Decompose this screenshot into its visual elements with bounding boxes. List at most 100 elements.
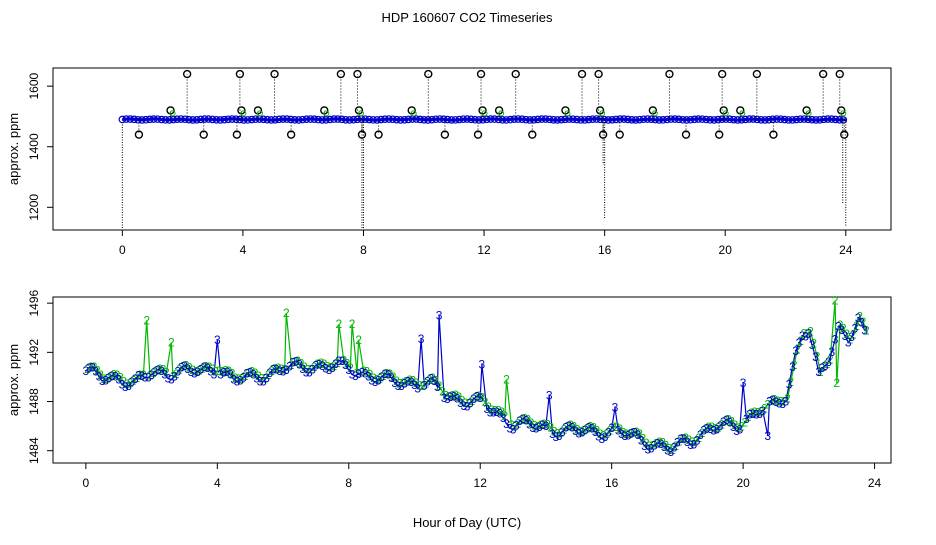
top-series-baseline-point	[142, 115, 150, 124]
bottom-series-3-point: 3	[674, 435, 681, 449]
bottom-series-3-point: 3	[677, 432, 684, 446]
bottom-series-2-point: 2	[682, 431, 689, 445]
bottom-series-2-point: 2	[551, 424, 558, 438]
top-outlier-point	[835, 69, 844, 79]
bottom-series-2-point: 2	[436, 379, 443, 393]
top-series-baseline-point	[714, 115, 722, 124]
bottom-series-2-point: 2	[771, 392, 778, 406]
bottom-series-3-point: 3	[539, 418, 546, 432]
top-series-baseline-point	[157, 115, 166, 124]
bottom-series-3-point: 3	[214, 333, 221, 347]
top-series-baseline-point	[447, 116, 456, 124]
top-series-baseline-point	[365, 115, 374, 124]
bottom-series-2-point: 2	[124, 377, 131, 391]
top-series-baseline-point	[796, 115, 805, 123]
top-series-baseline-point	[620, 115, 628, 123]
top-series-baseline-point	[251, 115, 260, 123]
bottom-series-2-point: 2	[386, 367, 393, 381]
bottom-series-2-point: 2	[283, 306, 290, 320]
bottom-series-3-point: 3	[155, 363, 162, 377]
top-series-baseline-point	[772, 115, 781, 123]
bottom-series-2-point: 2	[288, 358, 295, 372]
bottom-series-3-point: 3	[414, 381, 421, 395]
bottom-series-3-point: 3	[575, 426, 582, 440]
top-series-baseline-point	[345, 116, 354, 124]
bottom-series-2-point: 2	[456, 390, 463, 404]
top-series-baseline-point	[322, 116, 330, 124]
top-series-baseline-point	[627, 116, 636, 124]
top-series-baseline-point	[639, 115, 648, 124]
top-outlier-green-point	[599, 110, 606, 117]
bottom-series-2-point: 2	[794, 343, 801, 357]
top-series-baseline-point	[196, 115, 205, 124]
bottom-series-2-point: 2	[298, 356, 305, 370]
bottom-series-2-point: 2	[531, 419, 538, 433]
bottom-series-2-point: 2	[492, 404, 499, 418]
top-series-baseline-point	[377, 115, 385, 124]
bottom-series-3-point: 3	[786, 377, 793, 391]
bottom-series-3-point: 3	[727, 415, 734, 429]
top-outlier-point	[665, 69, 674, 79]
top-series-baseline-point	[761, 116, 769, 124]
top-series-baseline-point	[635, 115, 644, 124]
top-series-baseline-point	[769, 115, 777, 124]
bottom-series-3-point: 3	[280, 365, 287, 379]
bottom-series-3-point: 3	[109, 369, 116, 383]
top-series-baseline-point	[584, 115, 593, 124]
top-plot-frame	[52, 67, 892, 231]
top-series-baseline-point	[490, 115, 499, 123]
top-series-baseline-point	[631, 116, 640, 124]
bottom-series-3-point: 3	[83, 364, 90, 378]
bottom-series-2-point: 2	[317, 356, 324, 370]
bottom-series-3-point: 3	[165, 372, 172, 386]
bottom-series-2-point: 2	[252, 366, 259, 380]
top-series-baseline-point	[674, 115, 683, 124]
top-outlier-point	[769, 130, 778, 139]
top-series-baseline-point	[643, 115, 652, 123]
bottom-series-2-point: 2	[291, 355, 298, 369]
bottom-series-3-point: 3	[359, 366, 366, 380]
top-outlier-point	[473, 130, 483, 139]
bottom-series-2-point: 2	[137, 368, 144, 382]
bottom-series-2-point: 2	[294, 354, 301, 368]
bottom-series-3-point: 3	[684, 435, 691, 449]
bottom-series-2-point: 2	[265, 368, 272, 382]
bottom-series-3-point: 3	[329, 361, 336, 375]
top-series-baseline-point	[243, 116, 252, 124]
top-series-baseline-point	[192, 116, 201, 124]
bottom-series-3-point: 3	[612, 401, 619, 415]
top-outlier-point	[424, 69, 433, 79]
bottom-x-ticks: 0 4 8 12 16 20 24	[83, 463, 882, 490]
bottom-series-3-point: 3	[201, 360, 208, 374]
top-outlier-point	[818, 69, 828, 79]
bottom-series-3-point: 3	[483, 402, 490, 416]
bottom-series-3-point: 3	[424, 374, 431, 388]
bottom-series-3-point: 3	[648, 442, 655, 456]
bottom-series-2-point: 2	[538, 418, 545, 432]
bottom-series-3-point: 3	[382, 367, 389, 381]
bottom-series-3-point: 3	[408, 375, 415, 389]
bottom-series-2-point: 2	[725, 413, 732, 427]
bottom-series-3-point: 3	[713, 423, 720, 437]
bottom-series-3-point: 3	[835, 320, 842, 334]
bottom-series-2-point: 2	[170, 369, 177, 383]
top-series-baseline-point	[361, 115, 370, 123]
bottom-series-3-point: 3	[641, 439, 648, 453]
bottom-series-3-point: 3	[184, 362, 191, 376]
bottom-series-3-point: 3	[529, 421, 536, 435]
top-series-baseline-point	[435, 115, 444, 123]
bottom-series-2-point: 2	[101, 372, 108, 386]
bottom-series-2-point: 2	[705, 420, 712, 434]
bottom-series-2-point: 2	[827, 353, 834, 367]
top-series-baseline-point	[247, 115, 256, 124]
bottom-series-2-point: 2	[807, 324, 814, 338]
top-series-baseline-point	[671, 115, 679, 123]
bottom-series-3-point: 3	[562, 421, 569, 435]
bottom-series-3-point: 3	[704, 422, 711, 436]
bottom-series-3-point: 3	[733, 424, 740, 438]
bottom-series-3-point: 3	[477, 391, 484, 405]
bottom-series-2-point: 2	[222, 364, 229, 378]
bottom-series-3-point: 3	[487, 405, 494, 419]
top-series-baseline-point	[451, 116, 460, 124]
bottom-series-3-point: 3	[447, 390, 454, 404]
